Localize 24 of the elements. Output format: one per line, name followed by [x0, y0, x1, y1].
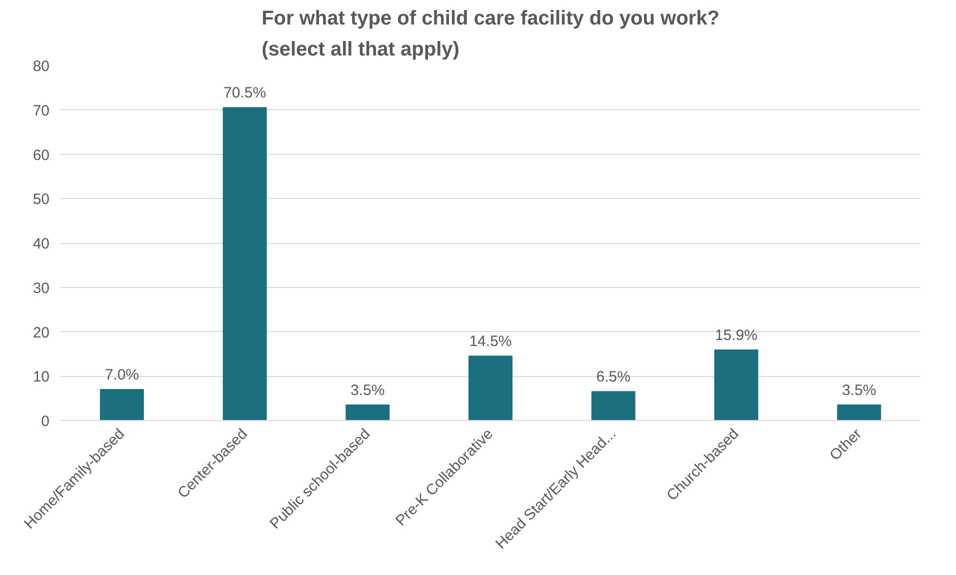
data-label: 3.5%: [842, 382, 876, 399]
bar: [591, 391, 636, 420]
bar: [346, 404, 390, 420]
y-tick-label: 0: [41, 413, 50, 430]
bar: [468, 356, 512, 420]
y-tick-label: 10: [32, 368, 50, 386]
data-label: 70.5%: [224, 84, 266, 102]
chart-title: For what type of child care facility do you work? (select all that apply): [262, 8, 720, 60]
y-tick-label: 60: [32, 146, 50, 164]
y-tick-label: 50: [32, 191, 50, 208]
y-tick-label: 40: [32, 236, 50, 252]
y-tick-label: 20: [32, 324, 50, 342]
data-label: 6.5%: [596, 368, 630, 386]
y-tick-label: 70: [32, 102, 50, 120]
y-tick-label: 30: [32, 280, 50, 297]
bar: [714, 349, 758, 420]
data-label: 7.0%: [104, 366, 140, 384]
bar: [837, 404, 882, 420]
y-tick-label: 80: [32, 58, 50, 75]
bar: [222, 107, 267, 420]
bar: [100, 388, 144, 420]
data-label: 3.5%: [350, 382, 385, 399]
data-label: 14.5%: [469, 333, 512, 350]
data-label: 15.9%: [714, 326, 758, 344]
